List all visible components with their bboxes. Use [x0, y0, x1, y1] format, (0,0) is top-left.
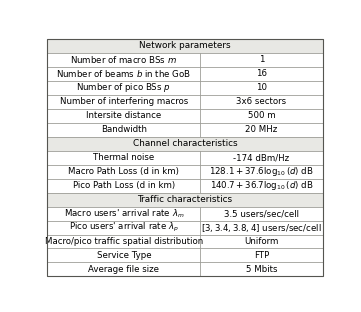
Bar	[47, 80, 200, 95]
Bar	[47, 95, 200, 109]
Bar	[200, 80, 323, 95]
Text: Pico users' arrival rate $\lambda_p$: Pico users' arrival rate $\lambda_p$	[69, 221, 179, 234]
Text: Number of pico BSs $p$: Number of pico BSs $p$	[77, 81, 171, 94]
Bar	[200, 164, 323, 178]
Text: -174 dBm/Hz: -174 dBm/Hz	[234, 153, 290, 162]
Bar	[47, 178, 200, 193]
Bar	[200, 207, 323, 221]
Bar	[47, 137, 323, 151]
Text: 5 Mbits: 5 Mbits	[246, 265, 277, 274]
Text: Macro users' arrival rate $\lambda_m$: Macro users' arrival rate $\lambda_m$	[64, 207, 184, 220]
Text: Average file size: Average file size	[88, 265, 160, 274]
Bar	[200, 221, 323, 235]
Text: Number of interfering macros: Number of interfering macros	[60, 97, 188, 106]
Bar	[200, 109, 323, 123]
Bar	[47, 164, 200, 178]
Text: $[3, 3.4, 3.8, 4]$ users/sec/cell: $[3, 3.4, 3.8, 4]$ users/sec/cell	[201, 222, 322, 233]
Bar	[200, 262, 323, 276]
Bar	[200, 95, 323, 109]
Text: 3x6 sectors: 3x6 sectors	[236, 97, 287, 106]
Text: Uniform: Uniform	[244, 237, 279, 246]
Bar	[47, 193, 323, 207]
Bar	[47, 221, 200, 235]
Bar	[200, 235, 323, 248]
Bar	[47, 123, 200, 137]
Bar	[47, 109, 200, 123]
Text: Number of beams $b$ in the GoB: Number of beams $b$ in the GoB	[56, 68, 191, 79]
Bar	[200, 248, 323, 262]
Text: FTP: FTP	[254, 251, 269, 260]
Text: 500 m: 500 m	[248, 111, 275, 120]
Text: Traffic characteristics: Traffic characteristics	[138, 195, 232, 204]
Text: Thermal noise: Thermal noise	[93, 153, 155, 162]
Text: Macro/pico traffic spatial distribution: Macro/pico traffic spatial distribution	[45, 237, 203, 246]
Text: 10: 10	[256, 83, 267, 92]
Bar	[47, 67, 200, 80]
Text: Macro Path Loss (d in km): Macro Path Loss (d in km)	[69, 167, 179, 176]
Bar	[200, 178, 323, 193]
Bar	[200, 123, 323, 137]
Text: Number of macro BSs $m$: Number of macro BSs $m$	[70, 54, 177, 65]
Text: Pico Path Loss (d in km): Pico Path Loss (d in km)	[73, 181, 175, 190]
Bar	[47, 151, 200, 164]
Text: Service Type: Service Type	[97, 251, 151, 260]
Text: 1: 1	[259, 55, 264, 64]
Text: Intersite distance: Intersite distance	[86, 111, 161, 120]
Bar	[200, 151, 323, 164]
Text: 20 MHz: 20 MHz	[245, 125, 278, 134]
Text: Bandwidth: Bandwidth	[101, 125, 147, 134]
Bar	[47, 39, 323, 53]
Text: 3.5 users/sec/cell: 3.5 users/sec/cell	[224, 209, 299, 218]
Bar	[47, 235, 200, 248]
Bar	[200, 67, 323, 80]
Text: Network parameters: Network parameters	[139, 41, 231, 50]
Bar	[47, 248, 200, 262]
Text: $128.1 + 37.6\log_{10}(d)$ dB: $128.1 + 37.6\log_{10}(d)$ dB	[209, 165, 314, 178]
Bar	[47, 262, 200, 276]
Bar	[47, 53, 200, 67]
Text: $140.7 + 36.7\log_{10}(d)$ dB: $140.7 + 36.7\log_{10}(d)$ dB	[210, 179, 313, 192]
Text: 16: 16	[256, 69, 267, 78]
Bar	[47, 207, 200, 221]
Text: Channel characteristics: Channel characteristics	[133, 139, 237, 148]
Bar	[200, 53, 323, 67]
